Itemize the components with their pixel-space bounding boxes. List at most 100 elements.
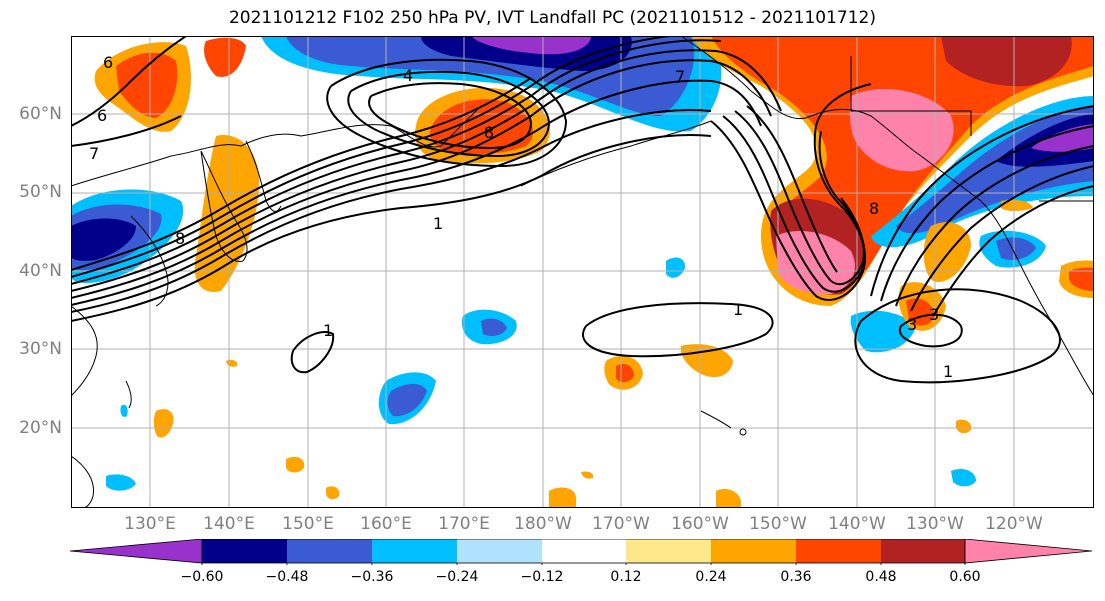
lat-label: 20°N <box>19 418 62 438</box>
figure-title: 2021101212 F102 250 hPa PV, IVT Landfall… <box>228 8 876 28</box>
contour-trough <box>746 105 838 273</box>
shading-negative <box>996 237 1036 260</box>
shading-negative <box>1031 124 1094 152</box>
colorbar-tick-label: 0.12 <box>610 569 642 585</box>
pv-contours <box>71 36 1094 384</box>
contour-label: 1 <box>943 362 953 381</box>
contour-label: 6 <box>103 53 113 72</box>
contour-north <box>71 115 182 147</box>
colorbar-extend-high <box>964 538 1093 564</box>
colorbar-tick-label: −0.12 <box>520 569 564 585</box>
contour-1 <box>71 134 712 322</box>
coast-taiwan <box>125 380 132 409</box>
colorbar-segment <box>202 539 287 563</box>
coast-korea <box>130 215 169 307</box>
lat-label: 30°N <box>19 339 62 359</box>
coast-alaska <box>680 36 922 157</box>
colorbar-segment <box>881 539 965 563</box>
shading-positive <box>204 37 246 77</box>
lon-label: 140°E <box>203 514 255 534</box>
coast-japan <box>200 150 248 262</box>
lat-label: 50°N <box>19 182 62 202</box>
colorbar-segment <box>542 539 626 563</box>
colorbar-svg <box>69 538 1093 567</box>
shading-positive <box>716 489 741 508</box>
contour-label: 1 <box>323 321 333 340</box>
contour-cutoff <box>854 288 1061 384</box>
contour-trough <box>710 83 872 301</box>
lat-label: 40°N <box>19 261 62 281</box>
map-panel: 6 6 7 4 8 1 1 1 1 7 3 8 8 3 <box>71 36 1094 508</box>
coast-north-america <box>920 155 1094 397</box>
shading-positive <box>286 456 305 473</box>
contour-low <box>347 70 551 158</box>
colorbar-tick-label: 0.36 <box>780 569 812 585</box>
shading-positive <box>549 487 576 508</box>
coast-china <box>71 305 98 397</box>
colorbar-tick-label: 0.48 <box>865 569 897 585</box>
colorbar-segment <box>287 539 372 563</box>
contour-jet <box>71 39 722 285</box>
contour-ridge <box>880 125 1094 302</box>
coast-hawaii <box>700 410 732 429</box>
contour-trough <box>722 115 866 293</box>
colorbar-tick-label: 0.24 <box>695 569 727 585</box>
coast-aleutians <box>520 120 712 187</box>
map-plot: 6 6 7 4 8 1 1 1 1 7 3 8 8 3 <box>71 36 1094 508</box>
contour-label: 6 <box>97 106 107 125</box>
shading-positive <box>956 419 972 434</box>
shading-positive <box>923 222 971 282</box>
lon-label: 160°E <box>360 514 412 534</box>
colorbar <box>69 538 1096 569</box>
colorbar-tick-label: −0.36 <box>350 569 394 585</box>
lon-label: 180°W <box>514 514 572 534</box>
colorbar-tick-label: −0.48 <box>265 569 309 585</box>
shading-negative <box>850 310 916 353</box>
contour-cutoff <box>290 331 335 374</box>
shading-positive <box>581 471 594 479</box>
colorbar-segment <box>711 539 796 563</box>
shading-negative <box>951 469 976 487</box>
contour-label: 7 <box>675 67 685 86</box>
contour-jet <box>71 79 762 306</box>
colorbar-segment <box>457 539 542 563</box>
contour-label: 8 <box>484 123 494 142</box>
colorbar-tick-label: 0.60 <box>949 569 981 585</box>
shading-positive <box>941 36 1072 87</box>
contour-cutoff <box>582 302 774 358</box>
border-canada <box>850 56 972 136</box>
contour-low <box>326 58 568 168</box>
shading-negative <box>71 218 136 261</box>
lon-label: 170°E <box>438 514 490 534</box>
shading-positive <box>226 359 238 367</box>
colorbar-segment <box>626 539 711 563</box>
contour-label: 8 <box>175 229 185 248</box>
contour-ridge <box>932 185 1094 317</box>
coast-philippines <box>71 455 95 508</box>
shading-negative <box>120 404 128 417</box>
shading-negative <box>387 383 427 417</box>
contour-ridge <box>895 145 1094 307</box>
lon-label: 130°W <box>906 514 964 534</box>
colorbar-segment <box>796 539 881 563</box>
contour-label: 4 <box>403 66 413 85</box>
colorbar-extend-low <box>69 538 203 564</box>
shading-positive <box>116 52 178 118</box>
lon-label: 160°W <box>671 514 729 534</box>
contour-label: 3 <box>907 315 917 334</box>
contour-label: 1 <box>433 214 443 233</box>
contour-trough <box>734 110 865 286</box>
shading-negative <box>481 318 507 336</box>
contour-ridge <box>870 105 1094 297</box>
colorbar-tick-label: −0.24 <box>435 569 479 585</box>
colorbar-tick-label: −0.60 <box>180 569 224 585</box>
lon-label: 150°W <box>749 514 807 534</box>
shading-positive <box>326 486 340 500</box>
lon-label: 120°W <box>985 514 1043 534</box>
shading-positive <box>1069 267 1094 291</box>
contour-jet <box>71 49 782 292</box>
shading-positive <box>1001 199 1033 211</box>
contour-low <box>368 82 533 150</box>
contour-north <box>71 36 187 127</box>
contour-label: 8 <box>869 199 879 218</box>
